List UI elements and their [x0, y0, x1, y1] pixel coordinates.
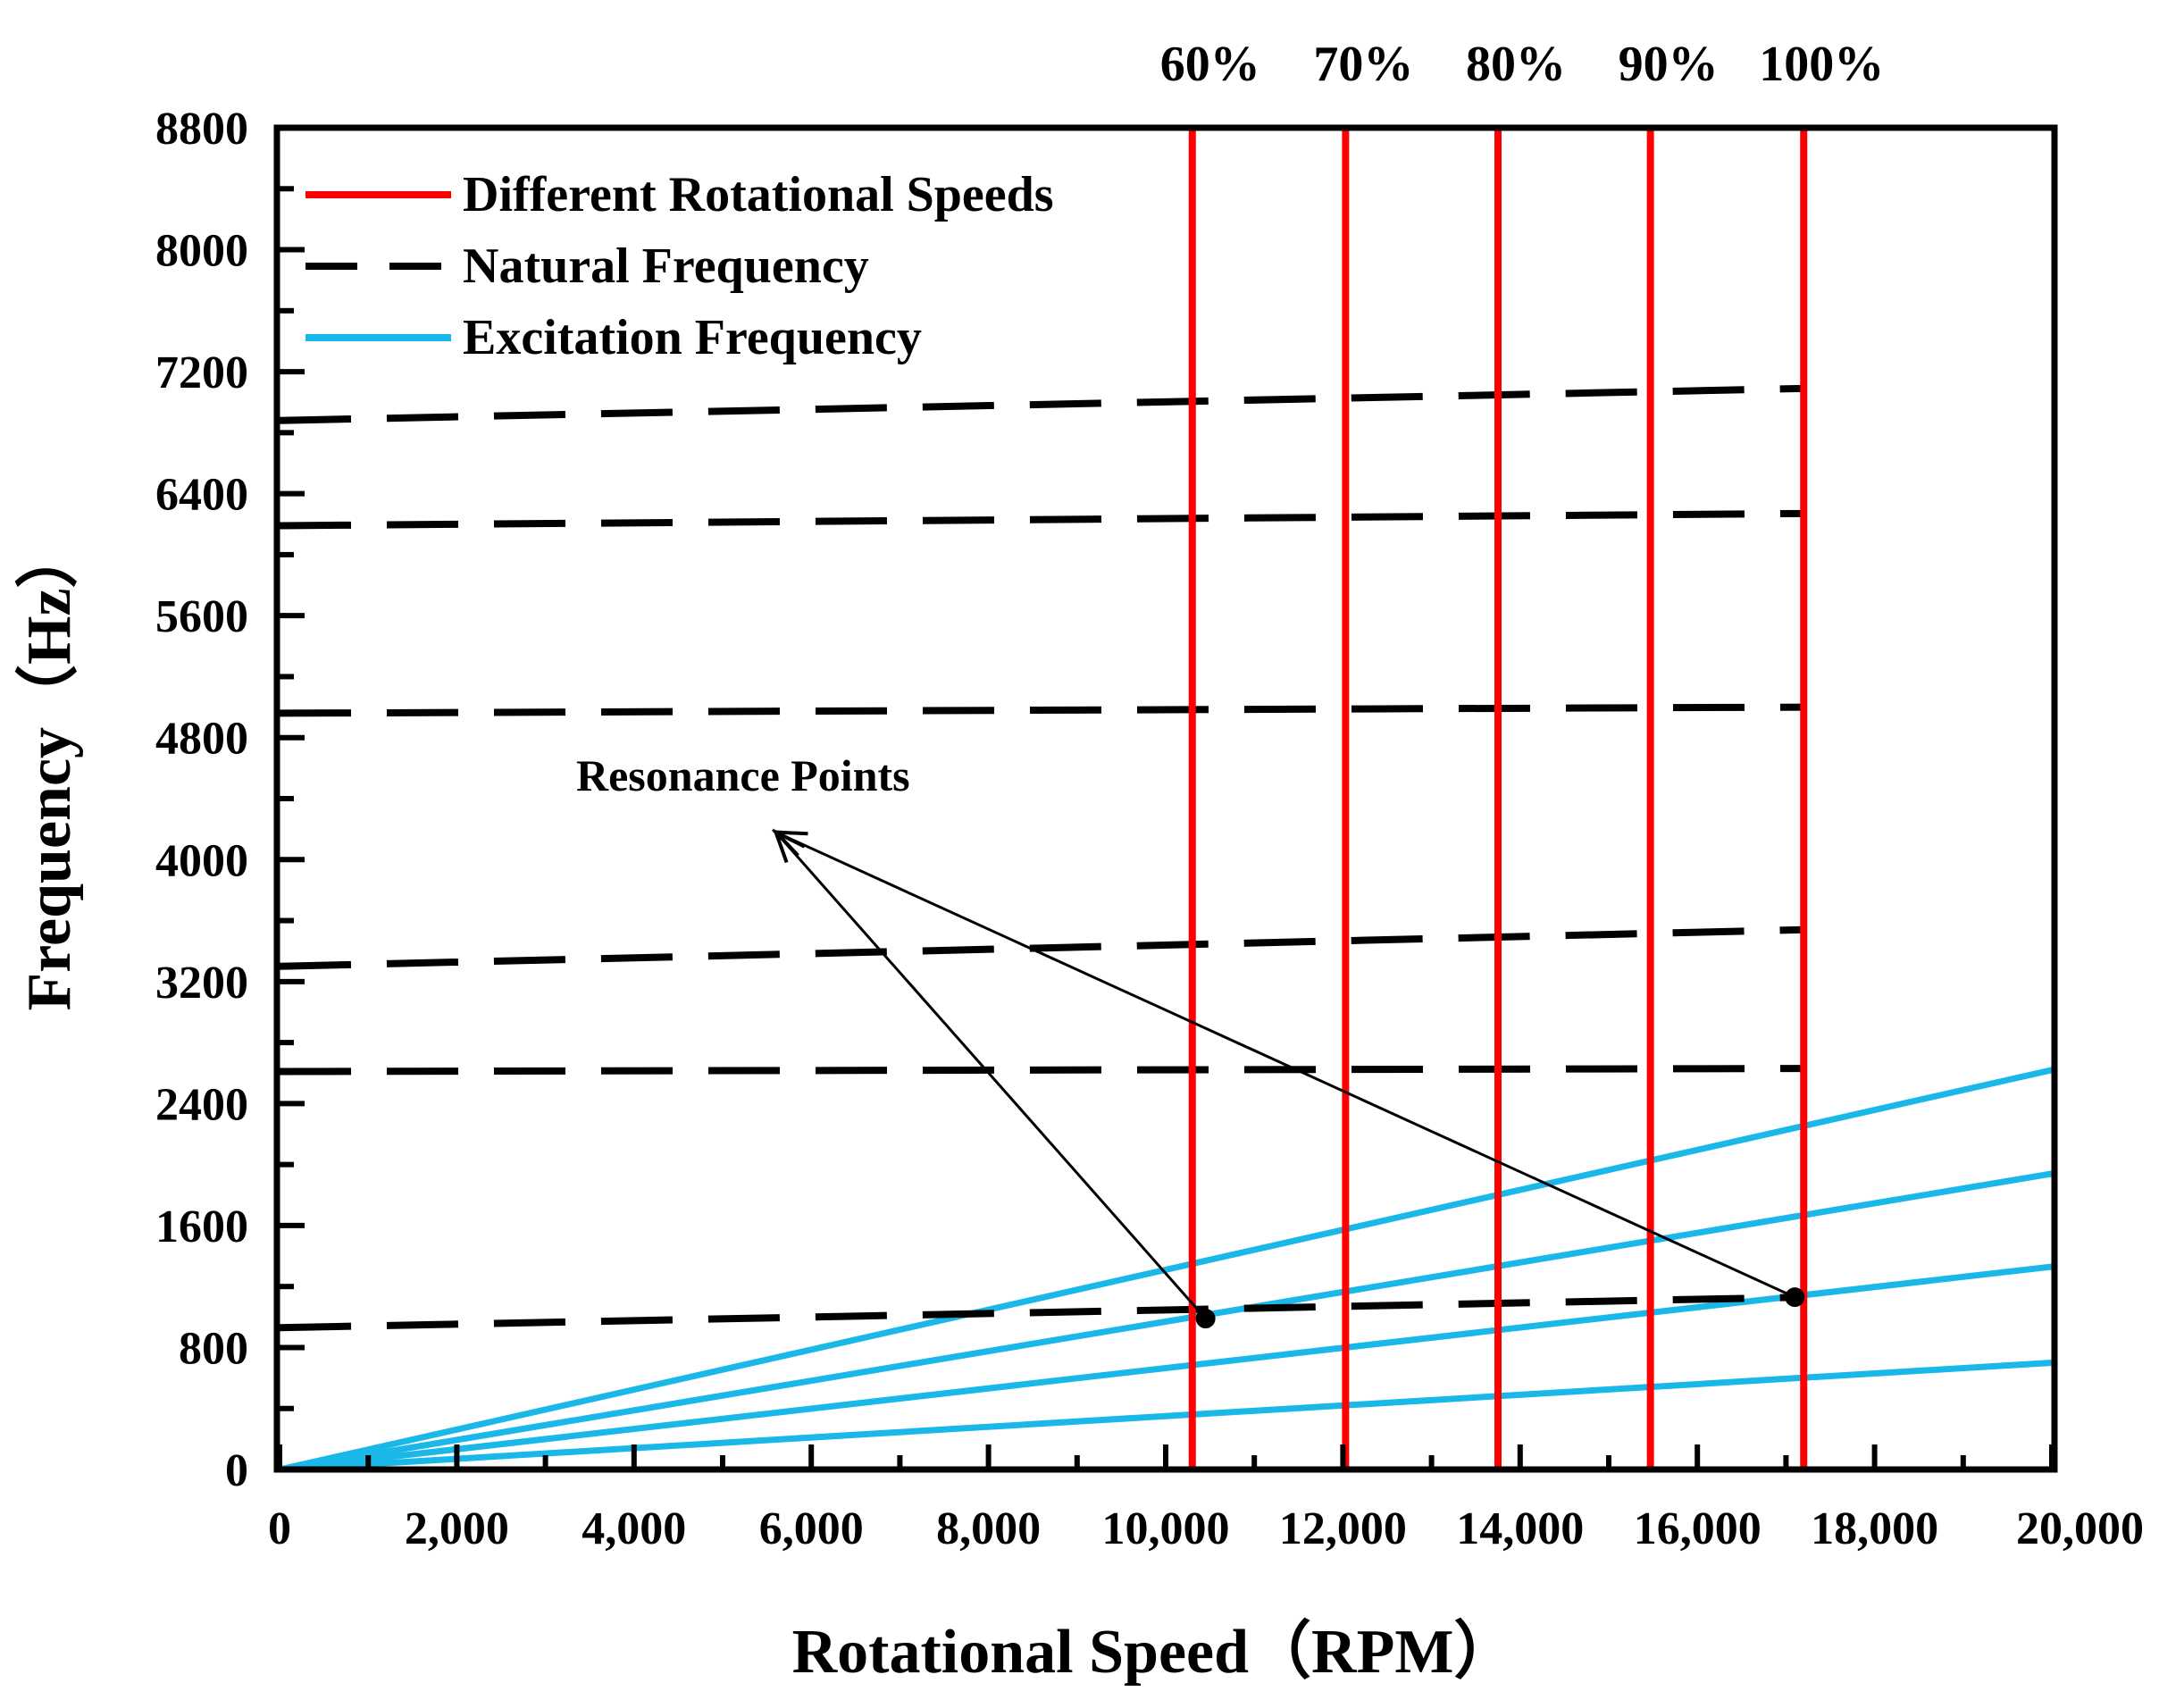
y-tick-label-5600: 5600	[155, 591, 248, 642]
natural-frequency-line-4	[279, 703, 1804, 717]
y-tick-label-2400: 2400	[155, 1079, 248, 1130]
annotation-label: Resonance Points	[576, 750, 910, 800]
excitation-line-1	[276, 1067, 2055, 1473]
rotational-speed-lines	[1188, 128, 1808, 1469]
speed-label-60pct: 60%	[1160, 37, 1260, 92]
natural-frequency-line-6	[279, 384, 1804, 424]
y-tick-label-6400: 6400	[155, 470, 248, 521]
resonance-points	[1195, 1287, 1805, 1329]
resonance-point-2	[1785, 1287, 1805, 1308]
y-tick-label-0: 0	[225, 1445, 248, 1496]
natural-frequency-line-1	[279, 1294, 1804, 1332]
x-tick-label-12000: 12,000	[1279, 1503, 1407, 1554]
speed-label-90pct: 90%	[1619, 37, 1719, 92]
x-tick-label-16000: 16,000	[1634, 1503, 1762, 1554]
resonance-arrows	[771, 828, 1795, 1320]
y-tick-label-4800: 4800	[155, 714, 248, 765]
speed-label-100pct: 100%	[1759, 37, 1884, 92]
x-tick-label-6000: 6,000	[759, 1503, 864, 1554]
x-tick-label-18000: 18,000	[1811, 1503, 1938, 1554]
x-tick-label-8000: 8,000	[936, 1503, 1041, 1554]
x-tick-label-10000: 10,000	[1102, 1503, 1230, 1554]
y-tick-label-4000: 4000	[155, 835, 248, 886]
speed-percent-labels: 60% 70% 80% 90% 100%	[1160, 37, 1884, 92]
resonance-arrowhead-2	[771, 830, 808, 857]
x-tick-label-4000: 4,000	[582, 1503, 686, 1554]
resonance-arrow-1	[774, 831, 1207, 1320]
excitation-line-2	[276, 1170, 2055, 1473]
legend-label-3: Excitation Frequency	[463, 310, 922, 365]
x-tick-label-14000: 14,000	[1456, 1503, 1584, 1554]
resonance-point-1	[1195, 1309, 1216, 1329]
y-tick-label-7200: 7200	[155, 347, 248, 398]
y-tick-label-3200: 3200	[155, 958, 248, 1009]
excitation-line-4	[276, 1360, 2055, 1473]
x-tick-label-2000: 2,000	[405, 1503, 509, 1554]
x-tick-label-20000: 20,000	[2016, 1503, 2144, 1554]
speed-label-80pct: 80%	[1466, 37, 1566, 92]
excitation-frequency-lines	[276, 1067, 2055, 1473]
y-axis-ticks: 0 800 1600 2400 3200 4000 4800 5600 6400 7200 8000…	[155, 104, 305, 1496]
legend-label-2: Natural Frequency	[463, 239, 869, 294]
natural-frequency-line-5	[279, 509, 1804, 530]
y-tick-label-8800: 8800	[155, 104, 248, 155]
natural-frequency-line-3	[279, 925, 1804, 970]
resonance-arrow-2	[774, 831, 1795, 1299]
y-tick-label-800: 800	[179, 1323, 248, 1374]
natural-frequency-line-2	[279, 1065, 1804, 1076]
y-tick-label-8000: 8000	[155, 226, 248, 277]
x-axis-title: Rotational Speed（RPM）	[792, 1617, 1517, 1687]
legend-label-1: Different Rotational Speeds	[463, 167, 1054, 222]
x-axis-ticks: 0 2,000 4,000 6,000 8,000 10,000 12,000 14,000 1…	[268, 1444, 2144, 1554]
y-axis-title: Frequency（Hz）	[14, 525, 84, 1010]
speed-label-70pct: 70%	[1313, 37, 1413, 92]
x-tick-label-0: 0	[268, 1503, 291, 1554]
legend: Different Rotational Speeds Natural Frequ…	[305, 167, 1054, 365]
natural-frequency-lines	[279, 384, 1804, 1332]
excitation-line-3	[276, 1263, 2055, 1473]
y-tick-label-1600: 1600	[155, 1201, 248, 1252]
